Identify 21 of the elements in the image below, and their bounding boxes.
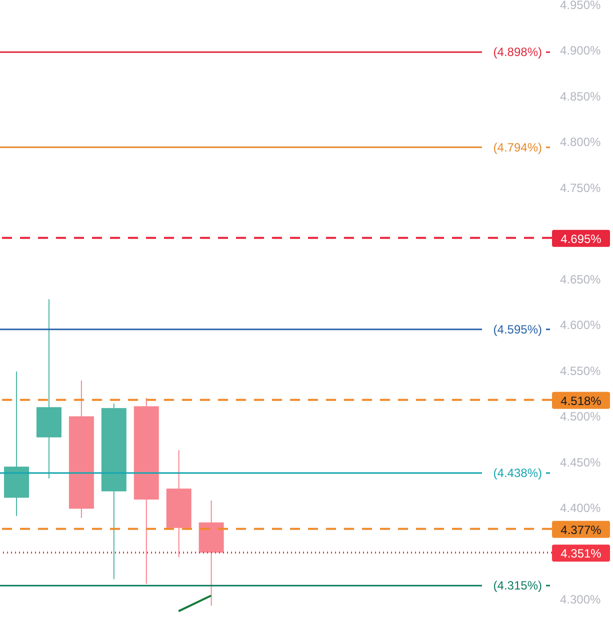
ref-line-label: 4.518% — [560, 394, 602, 408]
ref-line-label: (4.315%) — [493, 578, 542, 593]
y-tick-label: 4.450% — [560, 455, 602, 470]
y-tick-label: 4.650% — [560, 272, 602, 286]
y-tick-label: 4.550% — [560, 364, 602, 378]
ref-line-label: (4.595%) — [493, 322, 542, 336]
ref-line-label: 4.377% — [560, 522, 602, 537]
ref-line-label: (4.794%) — [493, 140, 542, 154]
y-tick-label: 4.400% — [560, 501, 602, 516]
ref-line-label: 4.351% — [560, 546, 602, 561]
y-tick-label: 4.900% — [560, 44, 602, 58]
y-tick-label: 4.600% — [560, 318, 602, 332]
ref-line-label: 4.695% — [560, 232, 602, 246]
y-tick-label: 4.850% — [560, 89, 602, 104]
y-tick-label: 4.800% — [560, 135, 602, 150]
ref-line-label: (4.438%) — [493, 466, 542, 480]
y-tick-label: 4.500% — [560, 410, 602, 424]
ref-line-label: (4.898%) — [493, 45, 542, 60]
y-tick-label: 4.300% — [560, 592, 602, 607]
y-tick-label: 4.950% — [560, 0, 602, 12]
y-tick-label: 4.750% — [560, 180, 602, 195]
